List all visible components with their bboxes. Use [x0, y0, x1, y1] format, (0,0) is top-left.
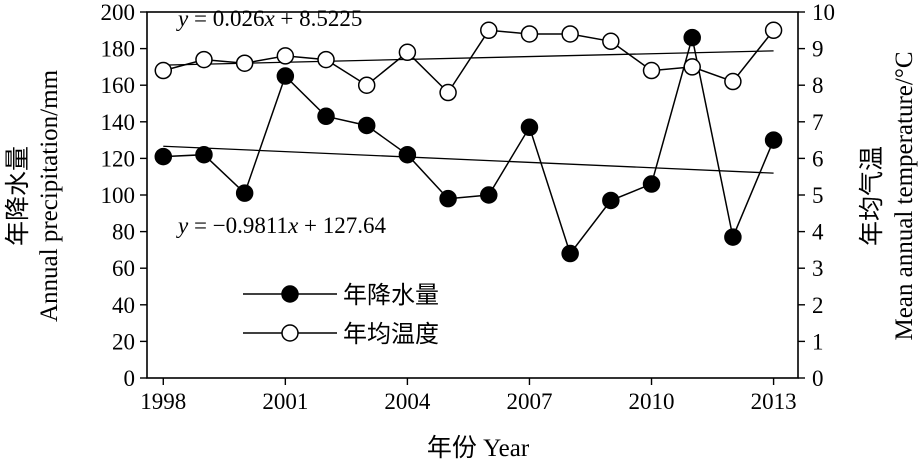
- temperature-point: [276, 47, 295, 65]
- left-tick-label: 80: [112, 220, 135, 245]
- left-tick-label: 180: [101, 37, 136, 62]
- left-tick-label: 100: [101, 183, 136, 208]
- temperature-point: [235, 54, 254, 72]
- legend: 年降水量 年均温度: [243, 281, 439, 348]
- precipitation-trendline: [163, 145, 774, 174]
- left-tick-label: 200: [101, 0, 136, 25]
- temperature-equation: y = 0.026x + 8.5225: [176, 6, 362, 31]
- x-tick-label: 2013: [751, 389, 797, 414]
- right-tick-label: 6: [812, 146, 824, 171]
- legend-temp-marker: [281, 324, 299, 342]
- left-tick-label: 160: [101, 73, 136, 98]
- left-tick-label: 60: [112, 256, 135, 281]
- left-axis-title-en: Annual precipitation/mm: [36, 69, 63, 322]
- right-tick-label: 0: [812, 366, 824, 391]
- precipitation-point: [561, 244, 579, 263]
- temperature-point: [439, 83, 457, 102]
- temperature-point: [561, 25, 579, 43]
- precipitation-point: [235, 184, 254, 202]
- precipitation-point: [357, 116, 376, 135]
- precipitation-point: [439, 189, 457, 208]
- precipitation-point: [317, 107, 335, 126]
- temperature-point: [195, 50, 213, 69]
- right-tick-label: 9: [812, 37, 824, 62]
- precipitation-point: [764, 131, 783, 149]
- trendlines: [163, 50, 774, 174]
- x-axis-ticks: 1998 2001 2004 2007 2010 2013: [140, 378, 797, 414]
- right-tick-label: 4: [812, 220, 824, 245]
- right-axis-title-cn: 年均气温: [858, 146, 886, 246]
- left-tick-label: 20: [112, 329, 135, 354]
- temperature-point: [480, 21, 498, 40]
- right-tick-label: 2: [812, 293, 824, 318]
- right-tick-label: 3: [812, 256, 824, 281]
- right-tick-label: 10: [812, 0, 835, 25]
- precipitation-point: [520, 118, 539, 137]
- temperature-point: [683, 58, 701, 76]
- temperature-point: [642, 61, 661, 80]
- temperature-point: [398, 43, 417, 62]
- precipitation-point: [154, 147, 173, 166]
- precipitation-point: [642, 175, 661, 193]
- temperature-point: [764, 21, 783, 40]
- precipitation-line: [163, 37, 775, 256]
- legend-precip-marker: [281, 285, 299, 303]
- precipitation-point: [398, 145, 417, 164]
- x-tick-label: 1998: [140, 389, 186, 414]
- x-tick-label: 2004: [384, 389, 431, 414]
- right-tick-label: 5: [812, 183, 824, 208]
- temperature-line: [163, 29, 775, 94]
- right-axis-ticks: 0 1 2 3 4 5 6 7 8 9 10: [798, 0, 835, 391]
- left-tick-label: 120: [101, 146, 136, 171]
- right-tick-label: 8: [812, 73, 824, 98]
- right-tick-label: 7: [812, 110, 824, 135]
- left-tick-label: 40: [112, 293, 135, 318]
- right-tick-label: 1: [812, 329, 824, 354]
- series-points: [154, 21, 783, 263]
- precipitation-point: [683, 28, 701, 47]
- temperature-point: [317, 50, 335, 69]
- legend-precip-label: 年降水量: [343, 281, 439, 309]
- precipitation-point: [276, 67, 295, 85]
- precipitation-point: [480, 186, 498, 204]
- temperature-point: [724, 72, 742, 91]
- left-tick-label: 140: [101, 110, 136, 135]
- x-tick-label: 2001: [262, 389, 308, 414]
- x-tick-label: 2007: [506, 389, 552, 414]
- precipitation-point: [724, 228, 742, 246]
- precipitation-point: [195, 145, 213, 164]
- left-axis-ticks: 0 20 40 60 80 100 120 140 160 180 200: [101, 0, 147, 391]
- x-tick-label: 2010: [629, 389, 675, 414]
- right-axis-title-en: Mean annual temperature/°C: [891, 51, 918, 340]
- series-lines: [163, 29, 775, 256]
- precipitation-point: [602, 191, 620, 210]
- temperature-point: [520, 25, 539, 43]
- precipitation-equation: y = −0.9811x + 127.64: [176, 213, 387, 238]
- temperature-point: [357, 76, 376, 94]
- left-axis-title-cn: 年降水量: [4, 146, 32, 246]
- temperature-point: [602, 32, 620, 51]
- temperature-point: [154, 61, 173, 80]
- x-axis-title: 年份 Year: [427, 434, 530, 462]
- legend-temp-label: 年均温度: [343, 320, 439, 348]
- temperature-trendline: [163, 50, 774, 66]
- left-tick-label: 0: [124, 366, 136, 391]
